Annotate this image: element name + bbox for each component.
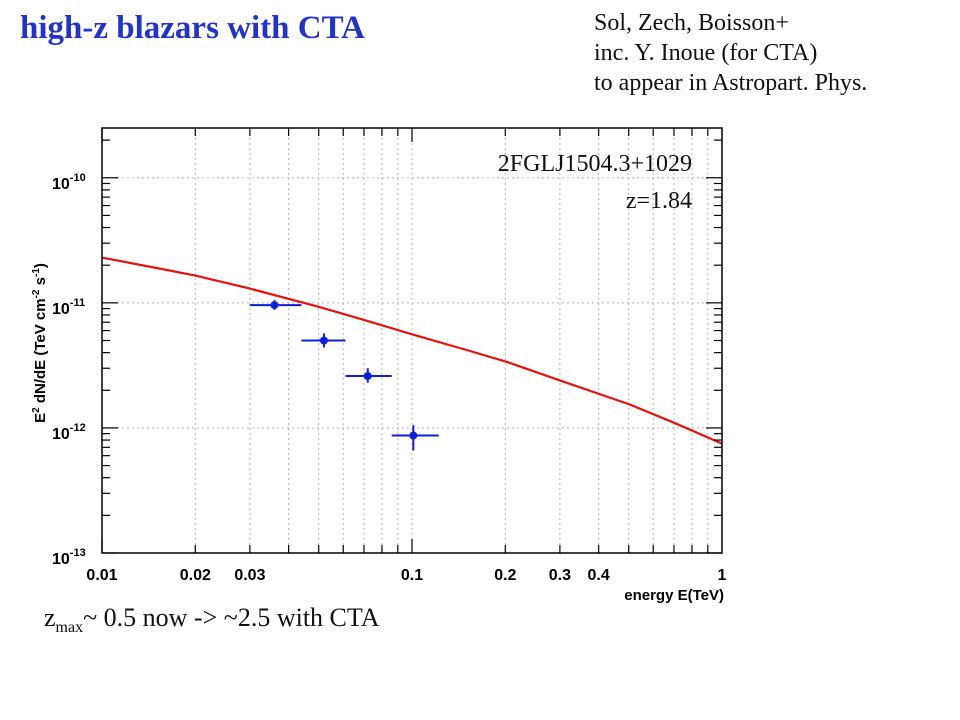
data-point-marker <box>363 372 372 381</box>
redshift-annotation: z=1.84 <box>626 188 692 214</box>
model-curve <box>101 256 723 445</box>
data-point-marker <box>409 431 418 440</box>
y-tick-label: 10-11 <box>52 297 85 318</box>
source-name-annotation: 2FGLJ1504.3+1029 <box>498 151 692 177</box>
data-points-layer <box>249 300 439 451</box>
data-point-marker <box>319 336 328 345</box>
x-axis-label: energy E(TeV) <box>624 587 724 604</box>
data-point <box>391 425 439 451</box>
tick-labels: 0.01 0.02 0.03 0.1 0.2 0.3 0.4 1 10-13 10-12 10-11… <box>52 172 727 584</box>
y-tick-label: 10-12 <box>52 422 86 443</box>
x-tick-label: 0.01 <box>86 567 117 584</box>
data-point <box>301 333 346 348</box>
x-tick-label: 0.03 <box>234 567 265 584</box>
citation-line: to appear in Astropart. Phys. <box>594 70 868 96</box>
x-tick-label: 0.02 <box>180 567 211 584</box>
x-tick-label: 1 <box>718 567 727 584</box>
x-tick-label: 0.1 <box>401 567 423 584</box>
slide-title: high-z blazars with CTA <box>20 10 365 46</box>
y-tick-label: 10-13 <box>52 547 86 568</box>
data-point <box>345 368 392 383</box>
zmax-note: zmax~ 0.5 now -> ~2.5 with CTA <box>44 603 380 636</box>
plot-frame <box>101 127 723 554</box>
citation-line: Sol, Zech, Boisson+ <box>594 10 789 36</box>
x-tick-label: 0.2 <box>494 567 516 584</box>
plot-border <box>101 127 723 554</box>
citation: Sol, Zech, Boisson+ inc. Y. Inoue (for C… <box>594 8 867 98</box>
x-tick-label: 0.4 <box>588 567 610 584</box>
y-axis-label: E2 dN/dE (TeV cm-2 s-1) <box>31 263 49 423</box>
grid-layer <box>102 128 722 553</box>
x-tick-label: 0.3 <box>549 567 571 584</box>
data-point-marker <box>270 301 279 310</box>
y-tick-label: 10-10 <box>52 172 86 193</box>
citation-line: inc. Y. Inoue (for CTA) <box>594 40 818 66</box>
data-point <box>249 300 302 310</box>
model-curve-layer <box>101 256 723 445</box>
